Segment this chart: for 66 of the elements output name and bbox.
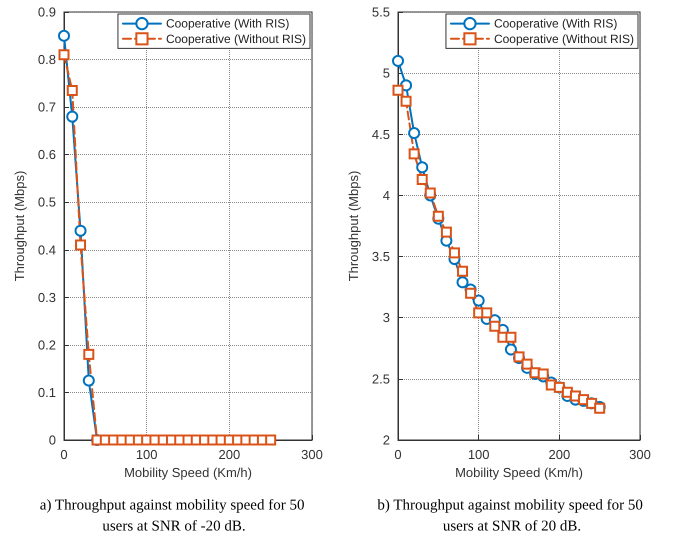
y-tick-label: 2 [382,432,390,448]
legend-label: Cooperative (Without RIS) [166,32,306,46]
x-axis-title: Mobility Speed (Km/h) [455,464,583,480]
x-tick-label: 0 [394,447,402,462]
text: b) Throughput against mobility speed for 50 users at SNR of 20 dB. [377,498,647,534]
point [465,288,476,299]
y-tick-label: 0.6 [38,147,56,162]
point [424,187,436,198]
y-tick-label: 4 [382,188,390,203]
point [83,348,94,360]
y-tick-label: 0.4 [38,242,56,258]
point [432,210,444,222]
x-tick-label: 0 [60,447,68,462]
legend-label: Cooperative (Without RIS) [494,32,634,46]
point [66,84,78,96]
point [408,148,420,160]
y-tick-label: 3.5 [372,249,390,264]
y-tick-label: 0.5 [38,194,56,210]
point [481,307,492,318]
y-tick-label: 0.3 [38,290,56,305]
x-tick-label: 200 [548,447,570,462]
y-tick-label: 0.8 [38,52,56,68]
point [392,84,404,96]
y-tick-label: 5.5 [372,4,390,20]
point [448,247,460,258]
x-tick-label: 300 [629,447,651,462]
y-tick-label: 0 [48,432,56,448]
text: a) Throughput against mobility speed for 50 users at SNR of -20 dB. [40,498,308,534]
y-tick-label: 0.7 [38,100,56,115]
y-tick-label: 5 [382,66,390,81]
point [504,344,517,356]
point [408,127,420,140]
point [58,49,70,60]
point [472,294,485,307]
point [505,332,516,343]
y-tick-label: 0.1 [38,384,56,400]
point [489,320,500,332]
point [457,266,468,277]
point [82,374,95,387]
x-tick-label: 100 [136,447,158,462]
point [400,96,412,107]
point [58,30,70,42]
point [392,54,404,67]
point [456,276,469,288]
y-tick-label: 4.5 [372,126,390,142]
point [538,368,549,380]
y-tick-label: 2.5 [372,371,390,386]
point [522,358,533,370]
point [66,110,78,123]
point [416,174,428,186]
x-tick-label: 300 [301,447,323,462]
x-tick-label: 200 [218,447,240,462]
x-tick-label: 100 [468,447,490,462]
point [75,240,86,251]
y-axis-title: Throughput (Mbps) [346,170,361,282]
y-axis-title: Throughput (Mbps) [12,170,27,282]
legend-label: Cooperative (With RIS) [494,16,618,31]
x-axis-title: Mobility Speed (Km/h) [124,464,252,480]
y-tick-label: 3 [382,310,390,326]
y-tick-label: 0.9 [38,4,56,20]
legend-label: Cooperative (With RIS) [166,16,290,31]
point [265,434,276,446]
point [74,224,87,237]
point [440,226,452,238]
y-tick-label: 0.2 [38,337,56,352]
point [416,161,428,174]
